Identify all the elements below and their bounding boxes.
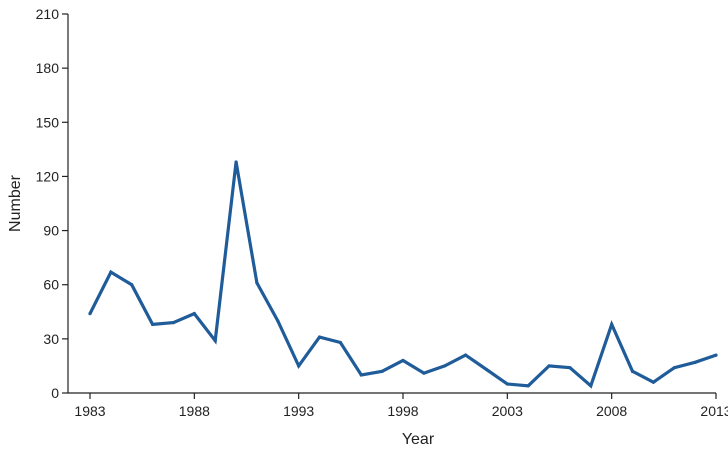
- data-point: [651, 380, 656, 384]
- y-tick-label: 90: [43, 223, 59, 239]
- x-tick-label: 2008: [596, 403, 627, 419]
- data-point: [297, 364, 301, 368]
- y-tick-label: 120: [36, 168, 60, 184]
- x-tick-label: 1998: [387, 403, 418, 419]
- y-tick-label: 150: [36, 114, 60, 130]
- y-tick-label: 30: [43, 331, 59, 347]
- x-tick-label: 1988: [179, 403, 210, 419]
- y-tick-label: 0: [51, 385, 59, 401]
- data-point: [276, 319, 280, 323]
- data-point: [213, 339, 217, 343]
- data-point: [88, 311, 92, 316]
- y-axis-title: Number: [7, 174, 24, 232]
- data-point: [234, 160, 238, 164]
- data-point: [526, 384, 530, 388]
- data-point: [338, 340, 342, 345]
- data-point: [714, 353, 718, 357]
- data-point: [171, 321, 176, 325]
- data-point: [380, 369, 384, 373]
- data-point: [693, 360, 697, 364]
- data-point: [317, 335, 322, 339]
- data-point: [151, 322, 155, 327]
- series-group: [88, 160, 718, 389]
- data-point: [443, 364, 447, 368]
- x-tick-label: 2003: [492, 403, 523, 419]
- y-tick-label: 210: [36, 6, 60, 22]
- x-tick-label: 1993: [283, 403, 314, 419]
- data-point: [422, 371, 426, 375]
- x-axis: 1983 1988 1993 1998 2003 2008 2013: [68, 392, 728, 419]
- data-point: [109, 270, 113, 274]
- x-axis-title: Year: [402, 431, 435, 448]
- data-point: [359, 373, 363, 377]
- data-point: [547, 364, 551, 368]
- data-point: [589, 384, 593, 388]
- y-axis: 0 30 60 90 120 150 180 210: [36, 6, 69, 401]
- data-point: [630, 369, 635, 373]
- y-tick-label: 60: [43, 277, 59, 293]
- data-point: [484, 367, 489, 372]
- x-tick-label: 2013: [700, 403, 728, 419]
- data-point: [610, 322, 614, 327]
- data-point: [464, 353, 468, 357]
- data-point: [130, 283, 134, 287]
- data-point: [568, 366, 572, 370]
- x-tick-label: 1983: [74, 403, 105, 419]
- series-line: [88, 161, 717, 389]
- data-point: [672, 366, 676, 370]
- y-tick-label: 180: [36, 60, 60, 76]
- data-point: [505, 382, 509, 386]
- data-point: [401, 358, 405, 363]
- data-point: [255, 281, 259, 285]
- data-point: [192, 311, 196, 316]
